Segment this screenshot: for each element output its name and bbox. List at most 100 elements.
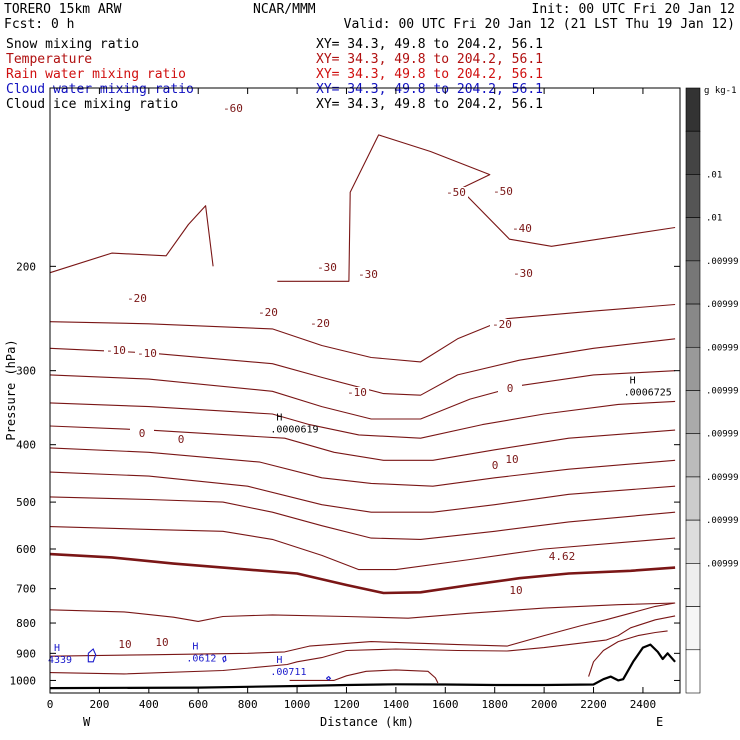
colorbar-swatch <box>685 390 701 435</box>
temperature-contour-label: -20 <box>310 317 330 330</box>
colorbar-swatch <box>685 260 701 305</box>
colorbar-swatch <box>685 130 701 175</box>
temperature-contour <box>49 425 676 461</box>
colorbar-swatch <box>685 563 701 607</box>
colorbar-label: .00999 <box>706 387 739 397</box>
contour-label-bg <box>169 434 193 446</box>
temperature-contour <box>49 400 676 439</box>
contour-label-bg <box>308 318 332 330</box>
high-marker: H <box>630 375 636 386</box>
temperature-contour <box>49 471 676 513</box>
high-value: .0006725 <box>624 387 672 398</box>
y-axis-label: Pressure (hPa) <box>4 339 18 440</box>
field-xy: XY= 34.3, 49.8 to 204.2, 56.1 <box>316 97 543 112</box>
y-tick-label: 300 <box>16 365 36 378</box>
y-tick-label: 500 <box>16 496 36 509</box>
colorbar-label: .01 <box>706 214 722 224</box>
high-value: 4339 <box>48 655 72 666</box>
contour-label-bg <box>444 187 468 199</box>
contour-label-bg <box>104 345 128 357</box>
field-xy: XY= 34.3, 49.8 to 204.2, 56.1 <box>316 82 543 97</box>
contour-label-bg <box>345 387 369 399</box>
temperature-contour-label: 10 <box>505 453 518 466</box>
contour-label-bg <box>511 268 535 280</box>
field-legend: Snow mixing ratio XY= 34.3, 49.8 to 204.2… <box>6 37 543 112</box>
x-tick-label: 200 <box>89 698 109 711</box>
temperature-contour <box>277 134 676 282</box>
contour-label-bg <box>490 319 514 331</box>
field-label: Cloud water mixing ratio <box>6 82 194 97</box>
colorbar-label: .00999 <box>706 516 739 526</box>
colorbar-swatch <box>685 346 701 391</box>
field-xy: XY= 34.3, 49.8 to 204.2, 56.1 <box>316 52 543 67</box>
temperature-contour <box>49 602 676 657</box>
colorbar-unit: g kg-1 <box>704 86 737 96</box>
y-tick-label: 700 <box>16 583 36 596</box>
x-end-west: W <box>83 715 91 729</box>
terrain-line <box>49 643 676 690</box>
high-marker: H <box>276 413 282 424</box>
colorbar-label: .00999 <box>706 473 739 483</box>
colorbar-label: .01 <box>706 170 722 180</box>
colorbar-swatch <box>685 519 701 564</box>
x-tick-label: 1600 <box>432 698 459 711</box>
temperature-contour <box>49 303 676 363</box>
temperature-contour <box>49 639 606 675</box>
temperature-contour-label: -10 <box>137 347 157 360</box>
high-marker: H <box>276 655 282 666</box>
colorbar-label: .00999 <box>706 430 739 440</box>
contour-label-bg <box>113 639 137 651</box>
high-value: .00711 <box>270 667 306 678</box>
temperature-contour-label: -30 <box>513 267 533 280</box>
temperature-contour-label: -30 <box>358 268 378 281</box>
temperature-contour <box>49 602 676 622</box>
temperature-contour-label: -10 <box>106 344 126 357</box>
temperature-contour-label: -60 <box>223 102 243 115</box>
contour-label-bg <box>504 585 528 597</box>
cloud-water-contour <box>222 655 227 663</box>
high-marker: H <box>54 643 60 654</box>
cloud-water-contour <box>87 648 97 663</box>
temperature-contour-label: -20 <box>492 318 512 331</box>
x-tick-label: 400 <box>139 698 159 711</box>
temperature-contour-label: 4.62 <box>549 550 576 563</box>
temperature-contour-label: 10 <box>509 584 522 597</box>
temperature-contour-label: -20 <box>258 306 278 319</box>
temperature-contour <box>49 205 214 274</box>
x-tick-label: 800 <box>238 698 258 711</box>
y-tick-label: 200 <box>16 260 36 273</box>
contour-label-bg <box>256 307 280 319</box>
temperature-contour-label: -30 <box>317 261 337 274</box>
colorbar-label: .00999 <box>706 343 739 353</box>
field-label: Cloud ice mixing ratio <box>6 97 178 112</box>
temperature-contour-label: -40 <box>512 222 532 235</box>
high-marker: H <box>192 641 198 652</box>
cloud-water-contour <box>326 675 332 681</box>
contour-label-bg <box>130 428 154 440</box>
high-value: .0612 <box>186 653 216 664</box>
temperature-contour-label: -50 <box>493 185 513 198</box>
colorbar-swatch <box>685 606 701 651</box>
temperature-contour <box>49 526 676 571</box>
temperature-contour-label: 10 <box>118 638 131 651</box>
plot-frame <box>49 87 681 694</box>
x-end-east: E <box>656 715 663 729</box>
y-tick-label: 400 <box>16 439 36 452</box>
temperature-contour <box>49 496 676 540</box>
field-xy: XY= 34.3, 49.8 to 204.2, 56.1 <box>316 67 543 82</box>
field-label: Rain water mixing ratio <box>6 67 186 82</box>
colorbar-swatch <box>685 217 701 262</box>
temperature-contour <box>49 370 676 420</box>
colorbar-swatch <box>685 87 701 132</box>
y-tick-label: 900 <box>16 647 36 660</box>
temperature-contour <box>49 338 676 396</box>
temperature-contour-label: -20 <box>127 292 147 305</box>
y-tick-label: 800 <box>16 617 36 630</box>
colorbar: .01 .01 .00999 .00999 .00999 .00999 .00999 .009… <box>685 87 739 694</box>
contour-label-bg <box>491 186 515 198</box>
colorbar-swatch <box>685 476 701 521</box>
axis-ticks: 0 200 400 600 800 1000 1200 1400 1600 1800 2000 220… <box>10 88 680 711</box>
temperature-contour-label: 0 <box>139 427 146 440</box>
x-tick-label: 1800 <box>481 698 508 711</box>
y-tick-label: 1000 <box>10 674 37 687</box>
